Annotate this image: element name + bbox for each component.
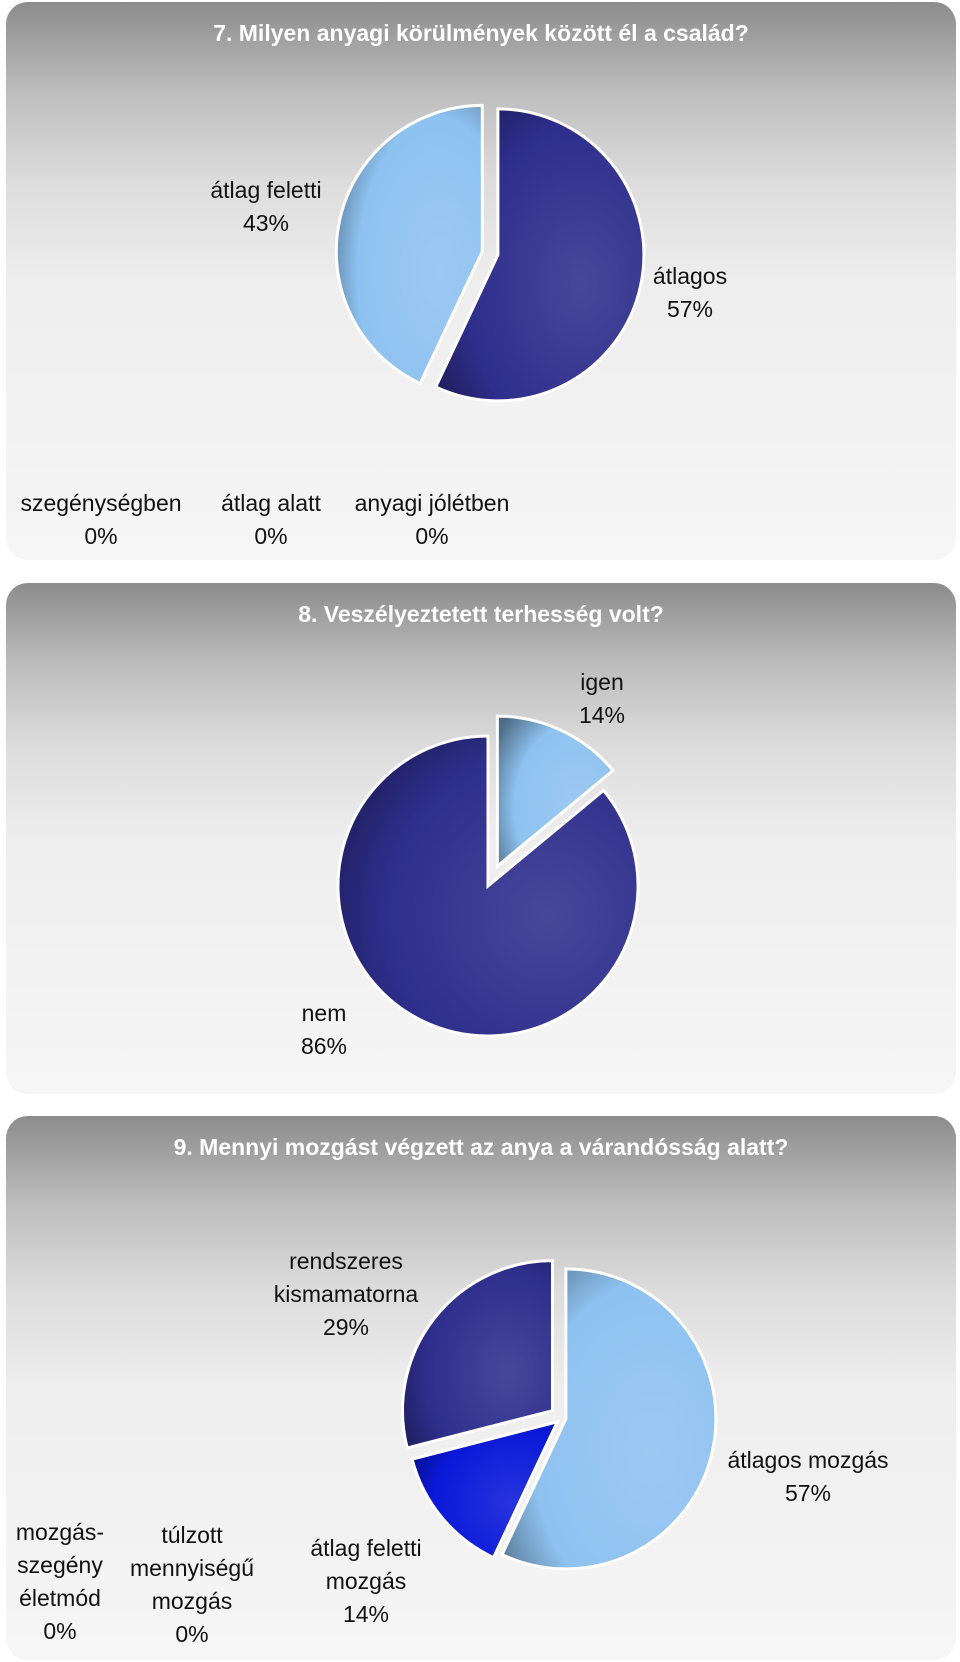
chart-title-7: 7. Milyen anyagi körülmények között él a…	[213, 20, 749, 46]
slice-label-atlagos: átlagos 57%	[652, 263, 728, 322]
slice-label-anyagi-joletben: anyagi jólétben 0%	[354, 490, 510, 549]
slice-label-atlag-alatt: átlag alatt 0%	[221, 490, 321, 549]
pie-chart-8	[336, 714, 640, 1038]
pie-slice-rendszeres-kismamatorna	[401, 1259, 555, 1450]
slice-label-igen: igen 14%	[578, 669, 626, 728]
slice-label-mozgasszegeny: mozgás-szegény életmód 0%	[15, 1519, 105, 1644]
slice-label-tulzott-mozgas: túlzott mennyiségű mozgás 0%	[129, 1522, 255, 1647]
pie-slice-átlagos	[433, 107, 646, 403]
slice-label-atlagos-mozgas: átlagos mozgás 57%	[727, 1447, 889, 1506]
pie-chart-9	[401, 1259, 718, 1571]
slice-label-atlag-feletti: átlag feletti 43%	[210, 177, 322, 236]
chart-panel-7: 7. Milyen anyagi körülmények között él a…	[6, 2, 956, 560]
slice-label-nem: nem 86%	[300, 1000, 348, 1059]
slice-label-szegenysegben: szegénységben 0%	[20, 490, 182, 549]
slice-label-rendszeres-kismamatorna: rendszeres kismamatorna 29%	[273, 1248, 419, 1340]
chart-panel-8: 8. Veszélyeztetett terhesség volt? igen 1…	[6, 583, 956, 1094]
chart-title-9: 9. Mennyi mozgást végzett az anya a vára…	[173, 1134, 789, 1160]
pie-slice-átlagos-mozgás	[500, 1267, 718, 1571]
pie-slice-igen	[495, 714, 616, 870]
slice-label-atlag-feletti-mozgas: átlag feletti mozgás 14%	[310, 1535, 422, 1627]
pie-slice-átlag-feletti-mozgás	[410, 1419, 561, 1560]
pie-slice-átlag-feletti	[334, 103, 484, 386]
pie-chart-7	[334, 103, 646, 403]
chart-title-8: 8. Veszélyeztetett terhesség volt?	[298, 601, 664, 627]
pie-slice-nem	[336, 734, 640, 1038]
chart-panel-9: 9. Mennyi mozgást végzett az anya a vára…	[6, 1116, 956, 1660]
